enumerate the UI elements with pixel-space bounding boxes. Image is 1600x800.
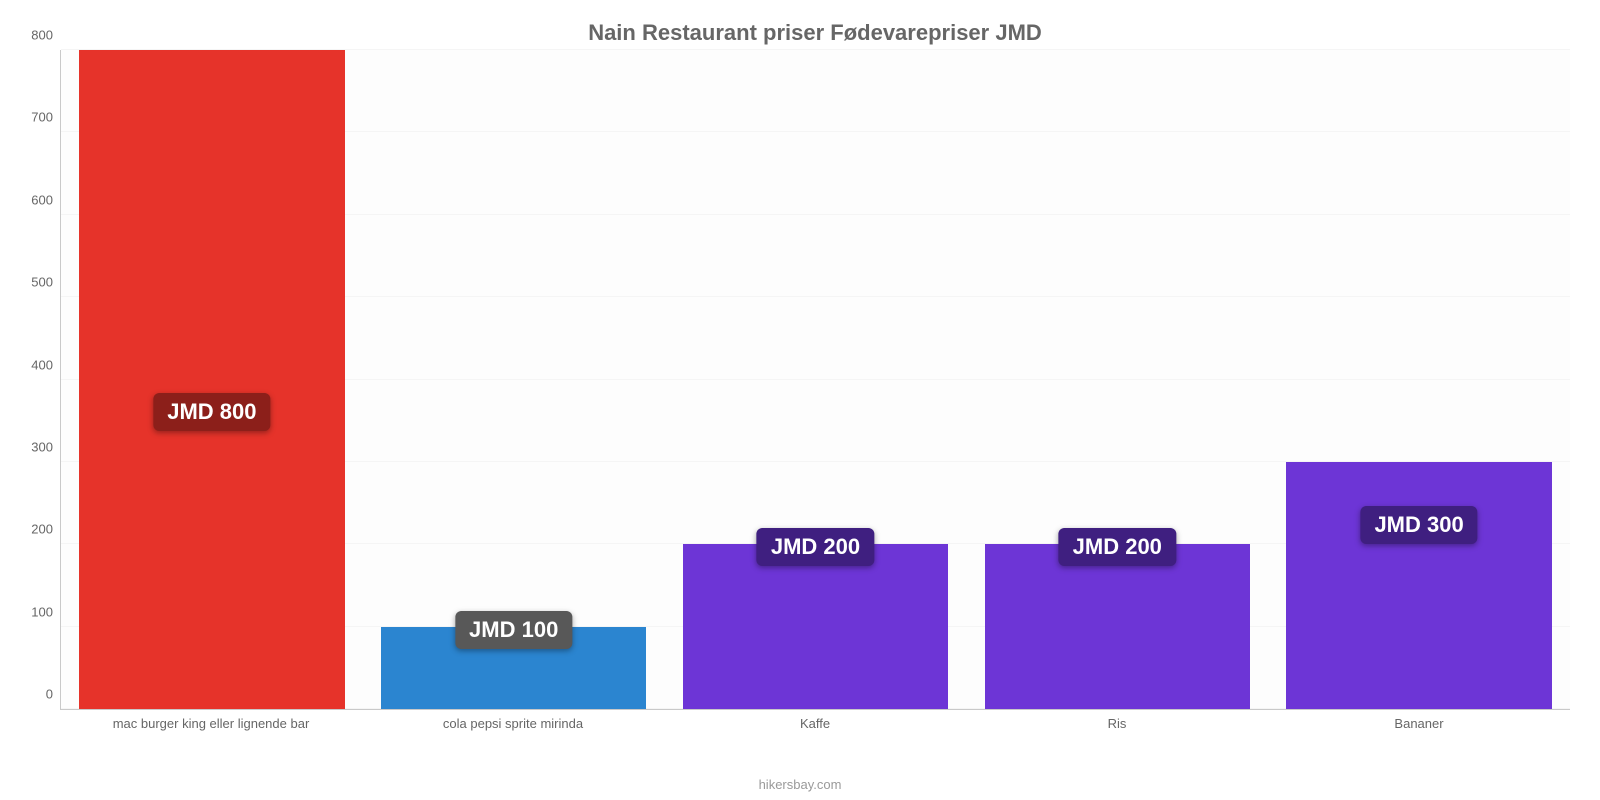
y-tick-label: 400 — [31, 357, 61, 372]
bar-slot: JMD 200 — [665, 50, 967, 709]
x-axis-label: Ris — [966, 716, 1268, 731]
y-tick-label: 500 — [31, 275, 61, 290]
bar: JMD 800 — [79, 50, 345, 709]
source-attribution: hikersbay.com — [0, 777, 1600, 792]
bar-slot: JMD 100 — [363, 50, 665, 709]
y-tick-label: 0 — [46, 687, 61, 702]
chart-container: Nain Restaurant priser Fødevarepriser JM… — [0, 0, 1600, 800]
x-axis-label: Kaffe — [664, 716, 966, 731]
bars-group: JMD 800JMD 100JMD 200JMD 200JMD 300 — [61, 50, 1570, 709]
bar: JMD 300 — [1286, 462, 1552, 709]
x-axis-label: Bananer — [1268, 716, 1570, 731]
y-tick-label: 800 — [31, 28, 61, 43]
bar: JMD 200 — [683, 544, 949, 709]
y-tick-label: 200 — [31, 522, 61, 537]
y-tick-label: 100 — [31, 604, 61, 619]
y-tick-label: 600 — [31, 192, 61, 207]
y-tick-label: 700 — [31, 110, 61, 125]
x-axis-labels: mac burger king eller lignende barcola p… — [60, 716, 1570, 731]
bar-slot: JMD 300 — [1268, 50, 1570, 709]
bar-slot: JMD 200 — [966, 50, 1268, 709]
y-tick-label: 300 — [31, 439, 61, 454]
bar-value-label: JMD 300 — [1360, 506, 1477, 544]
bar-value-label: JMD 100 — [455, 611, 572, 649]
bar: JMD 200 — [985, 544, 1251, 709]
chart-title: Nain Restaurant priser Fødevarepriser JM… — [60, 20, 1570, 46]
bar: JMD 100 — [381, 627, 647, 709]
plot-region: 0100200300400500600700800 JMD 800JMD 100… — [60, 50, 1570, 710]
bar-value-label: JMD 200 — [1059, 528, 1176, 566]
bar-value-label: JMD 800 — [153, 393, 270, 431]
bar-slot: JMD 800 — [61, 50, 363, 709]
bar-value-label: JMD 200 — [757, 528, 874, 566]
x-axis-label: mac burger king eller lignende bar — [60, 716, 362, 731]
x-axis-label: cola pepsi sprite mirinda — [362, 716, 664, 731]
